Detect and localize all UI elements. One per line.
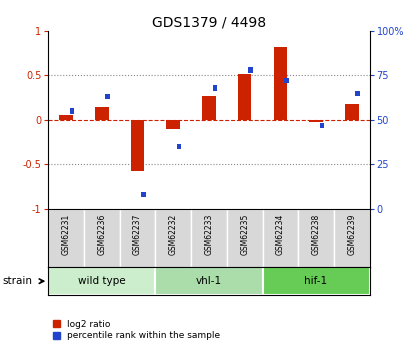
Bar: [59, 116, 73, 120]
Bar: [48, 267, 155, 295]
Text: GSM62236: GSM62236: [97, 214, 106, 255]
Text: GSM62238: GSM62238: [312, 214, 320, 255]
Bar: [355, 91, 360, 96]
Bar: [345, 104, 359, 120]
Text: GSM62235: GSM62235: [240, 214, 249, 255]
Legend: log2 ratio, percentile rank within the sample: log2 ratio, percentile rank within the s…: [53, 320, 220, 341]
Bar: [131, 120, 144, 170]
Bar: [273, 47, 287, 120]
Bar: [166, 120, 180, 129]
Bar: [155, 267, 262, 295]
Bar: [202, 96, 216, 120]
Bar: [105, 94, 110, 99]
Bar: [141, 192, 146, 197]
Bar: [284, 78, 289, 83]
Bar: [334, 209, 370, 267]
Bar: [262, 209, 298, 267]
Text: GSM62231: GSM62231: [62, 214, 71, 255]
Bar: [213, 85, 217, 91]
Bar: [238, 74, 252, 120]
Text: wild type: wild type: [78, 276, 126, 286]
Text: hif-1: hif-1: [304, 276, 328, 286]
Bar: [298, 209, 334, 267]
Bar: [48, 209, 84, 267]
Bar: [262, 267, 370, 295]
Text: GSM62234: GSM62234: [276, 214, 285, 255]
Bar: [320, 122, 324, 128]
Text: GSM62233: GSM62233: [205, 214, 213, 255]
Text: GSM62239: GSM62239: [347, 214, 356, 255]
Bar: [248, 68, 253, 73]
Bar: [120, 209, 155, 267]
Bar: [95, 107, 109, 120]
Text: vhl-1: vhl-1: [196, 276, 222, 286]
Title: GDS1379 / 4498: GDS1379 / 4498: [152, 16, 266, 30]
Bar: [84, 209, 120, 267]
Bar: [155, 209, 191, 267]
Bar: [191, 209, 227, 267]
Text: GSM62232: GSM62232: [169, 214, 178, 255]
Bar: [177, 144, 181, 149]
Bar: [70, 108, 74, 114]
Text: GSM62237: GSM62237: [133, 214, 142, 255]
Text: strain: strain: [2, 276, 32, 286]
Bar: [227, 209, 262, 267]
Bar: [309, 120, 323, 122]
